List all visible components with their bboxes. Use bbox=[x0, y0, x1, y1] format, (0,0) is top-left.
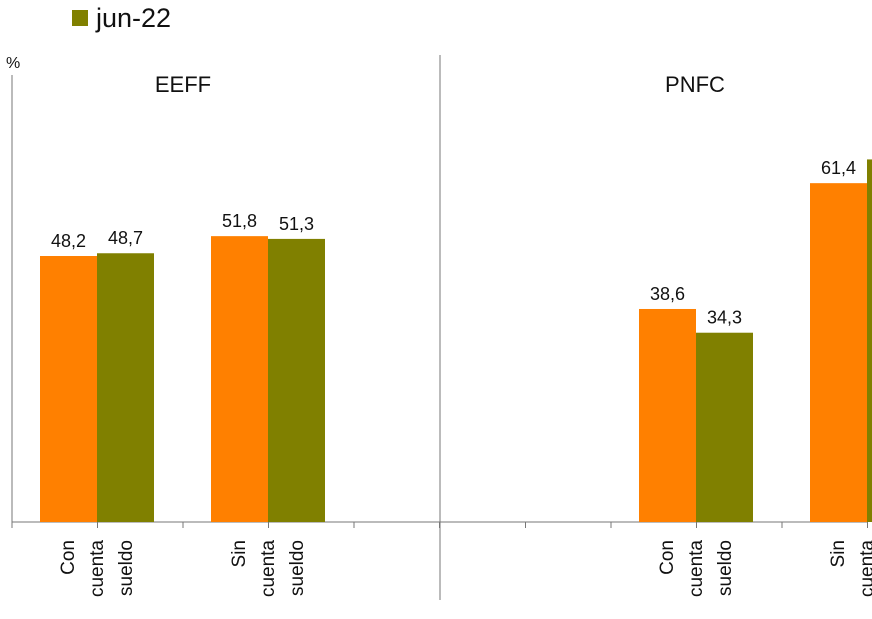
category-label-line: sueldo bbox=[715, 540, 736, 596]
legend-swatch bbox=[72, 10, 88, 26]
category-label-line: Sin bbox=[828, 540, 849, 567]
panel-title: EEFF bbox=[155, 72, 211, 97]
data-label: 51,3 bbox=[279, 214, 314, 234]
category-label-line: cuenta bbox=[258, 540, 279, 597]
bar bbox=[40, 256, 97, 522]
category-label: Con cuenta sueldo bbox=[657, 540, 736, 597]
category-label-line: sueldo bbox=[116, 540, 137, 596]
bar bbox=[867, 159, 872, 522]
category-label-line: cuenta bbox=[87, 540, 108, 597]
category-label: Sin cuenta sueldo bbox=[229, 540, 308, 597]
panel-title: PNFC bbox=[665, 72, 725, 97]
legend-label: jun-22 bbox=[96, 2, 172, 33]
category-label-line: Con bbox=[58, 540, 79, 575]
bar bbox=[696, 332, 753, 522]
y-axis-label: % bbox=[6, 55, 20, 72]
bar bbox=[810, 183, 867, 522]
category-label-line: Sin bbox=[229, 540, 250, 567]
data-label: 48,2 bbox=[51, 231, 86, 251]
category-label-line: cuenta bbox=[857, 540, 872, 597]
bar bbox=[268, 238, 325, 522]
legend: jun-22 bbox=[72, 2, 171, 34]
bar bbox=[211, 236, 268, 522]
data-label: 51,8 bbox=[222, 211, 257, 231]
category-label-line: sueldo bbox=[287, 540, 308, 596]
bar bbox=[639, 308, 696, 522]
data-label: 38,6 bbox=[650, 284, 685, 304]
category-label-line: cuenta bbox=[686, 540, 707, 597]
category-label: Con cuenta sueldo bbox=[58, 540, 137, 597]
category-label-line: Con bbox=[657, 540, 678, 575]
data-label: 61,4 bbox=[821, 158, 856, 178]
data-label: 34,3 bbox=[707, 308, 742, 328]
data-label: 48,7 bbox=[108, 228, 143, 248]
bar bbox=[97, 253, 154, 522]
